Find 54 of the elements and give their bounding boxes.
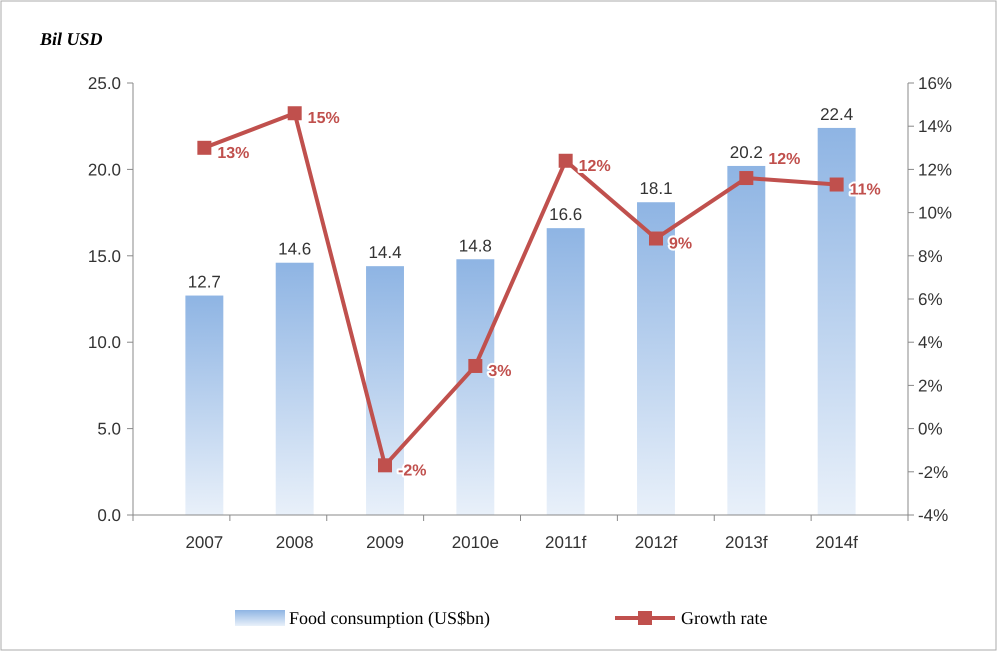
x-tick-label: 2007 xyxy=(185,533,224,552)
point xyxy=(378,458,392,472)
y-tick-label: 25.0 xyxy=(88,74,121,93)
data-label: 3% xyxy=(488,362,512,380)
y2-tick-label: 2% xyxy=(918,376,943,396)
y-tick-label: 15.0 xyxy=(88,246,121,266)
data-label: 22.4 xyxy=(820,104,854,124)
data-label: 16.6 xyxy=(549,205,582,224)
x-tick-label: 2009 xyxy=(366,533,404,552)
x-tick-label: 2011f xyxy=(545,533,587,552)
point xyxy=(648,232,663,246)
data-label: -2% xyxy=(398,462,426,480)
y2-tick-label: -2% xyxy=(918,462,948,482)
x-tick-label: 2010e xyxy=(452,533,499,552)
y2-tick-label: -4% xyxy=(918,506,948,525)
data-label: 14.8 xyxy=(458,236,492,256)
y2-tick-label: 4% xyxy=(918,333,943,352)
x-tick-label: 2013f xyxy=(725,533,768,552)
data-label: 13% xyxy=(217,144,250,162)
y2-tick-label: 16% xyxy=(918,74,952,93)
point xyxy=(739,171,754,186)
point xyxy=(830,178,844,192)
y2-tick-label: 8% xyxy=(918,246,943,266)
data-label: 18.1 xyxy=(639,179,673,198)
legend-label: Food consumption (US$bn) xyxy=(289,608,490,628)
point xyxy=(468,358,482,373)
bar xyxy=(276,262,314,515)
bar xyxy=(727,166,766,515)
y2-tick-label: 14% xyxy=(918,117,952,136)
data-label: 12% xyxy=(768,151,800,168)
bar xyxy=(546,228,585,515)
data-label: 20.2 xyxy=(730,142,763,162)
y2-tick-label: 6% xyxy=(918,290,943,309)
y-axis-title: Bil USD xyxy=(39,29,103,49)
point xyxy=(288,106,302,120)
y2-tick-label: 0% xyxy=(918,420,943,439)
y-tick-label: 0.0 xyxy=(97,506,121,525)
point xyxy=(558,154,573,168)
data-label: 14.6 xyxy=(278,240,312,259)
y-tick-label: 10.0 xyxy=(88,333,121,352)
data-label: 15% xyxy=(308,110,340,128)
data-label: 12% xyxy=(578,158,611,175)
x-tick-label: 2014f xyxy=(815,533,858,552)
y-tick-label: 20.0 xyxy=(88,160,121,180)
data-label: 12.7 xyxy=(188,272,221,292)
x-tick-label: 2008 xyxy=(276,533,314,552)
y-tick-label: 5.0 xyxy=(97,420,121,439)
x-tick-label: 2012f xyxy=(634,533,678,552)
y2-tick-label: 12% xyxy=(918,160,952,180)
point xyxy=(197,140,212,155)
bar xyxy=(185,296,224,515)
data-label: 14.4 xyxy=(368,243,402,262)
y2-tick-label: 10% xyxy=(918,204,952,223)
legend-label: Growth rate xyxy=(681,608,768,628)
